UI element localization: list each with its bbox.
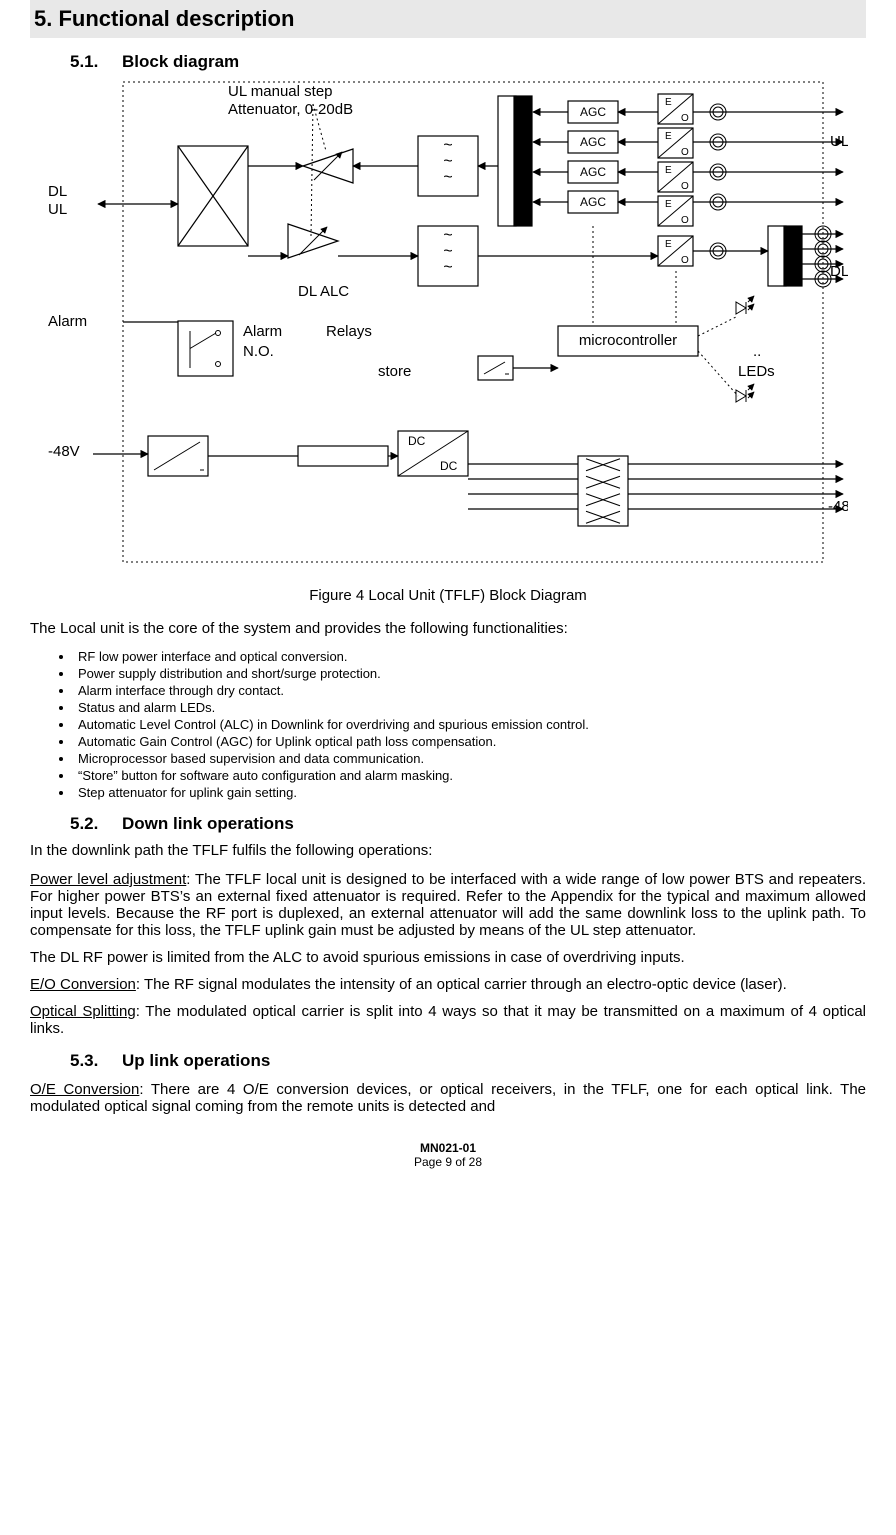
list-item: Automatic Level Control (ALC) in Downlin…: [74, 717, 866, 732]
section-title: 5. Functional description: [34, 6, 294, 31]
document-page: 5. Functional description 5.1. Block dia…: [0, 0, 896, 1189]
svg-text:E: E: [665, 131, 672, 142]
svg-text:DC: DC: [408, 434, 426, 448]
block-diagram: ~~~~~~AGCAGCAGCAGCEOEOEOEOEOmicrocontrol…: [48, 76, 848, 581]
page-footer: MN021-01 Page 9 of 28: [30, 1141, 866, 1169]
svg-text:Alarm: Alarm: [48, 313, 87, 330]
svg-text:UL: UL: [830, 133, 848, 150]
svg-text:microcontroller: microcontroller: [579, 332, 677, 349]
svg-text:LEDs: LEDs: [738, 363, 775, 380]
svg-text:O: O: [681, 113, 689, 124]
svg-text:O: O: [681, 181, 689, 192]
svg-text:UL manual step: UL manual step: [228, 83, 333, 100]
svg-text:Alarm: Alarm: [243, 323, 282, 340]
footer-code: MN021-01: [30, 1141, 866, 1155]
sub52-p4-body: : The modulated optical carrier is split…: [30, 1003, 866, 1037]
subsection-51-number: 5.1.: [70, 52, 98, 71]
svg-text:E: E: [665, 199, 672, 210]
svg-text:~: ~: [443, 227, 452, 244]
block-diagram-svg: ~~~~~~AGCAGCAGCAGCEOEOEOEOEOmicrocontrol…: [48, 76, 848, 576]
sub52-p3-body: : The RF signal modulates the intensity …: [136, 976, 787, 993]
feature-list: RF low power interface and optical conve…: [30, 649, 866, 800]
list-item: Power supply distribution and short/surg…: [74, 666, 866, 681]
list-item: Automatic Gain Control (AGC) for Uplink …: [74, 734, 866, 749]
svg-text:Relays: Relays: [326, 323, 372, 340]
svg-text:~: ~: [443, 169, 452, 186]
svg-text:O: O: [681, 215, 689, 226]
subsection-51-title: 5.1. Block diagram: [70, 52, 866, 72]
sub52-intro: In the downlink path the TFLF fulfils th…: [30, 842, 866, 859]
footer-page: Page 9 of 28: [30, 1155, 866, 1169]
section-name: Functional description: [58, 6, 294, 31]
svg-text:UL: UL: [48, 201, 67, 218]
intro-text: The Local unit is the core of the system…: [30, 620, 866, 637]
svg-text:DL: DL: [48, 183, 67, 200]
list-item: “Store” button for software auto configu…: [74, 768, 866, 783]
sub52-p4: Optical Splitting: The modulated optical…: [30, 1003, 866, 1037]
svg-text:Attenuator, 0-20dB: Attenuator, 0-20dB: [228, 101, 353, 118]
svg-text:AGC: AGC: [580, 135, 606, 149]
sub52-p3-term: E/O Conversion: [30, 976, 136, 993]
svg-text:~: ~: [443, 259, 452, 276]
svg-text:AGC: AGC: [580, 195, 606, 209]
svg-text:~: ~: [443, 137, 452, 154]
svg-text:O: O: [681, 147, 689, 158]
section-header-bar: 5. Functional description: [30, 0, 866, 38]
svg-text:DL: DL: [830, 263, 848, 280]
svg-text:E: E: [665, 97, 672, 108]
subsection-53-title: 5.3. Up link operations: [70, 1051, 866, 1071]
svg-text:E: E: [665, 239, 672, 250]
sub53-p1-body: : There are 4 O/E conversion devices, or…: [30, 1081, 866, 1115]
sub52-p1: Power level adjustment: The TFLF local u…: [30, 871, 866, 939]
svg-text:N.O.: N.O.: [243, 343, 274, 360]
list-item: RF low power interface and optical conve…: [74, 649, 866, 664]
svg-text:E: E: [665, 165, 672, 176]
list-item: Microprocessor based supervision and dat…: [74, 751, 866, 766]
sub53-p1: O/E Conversion: There are 4 O/E conversi…: [30, 1081, 866, 1115]
svg-text:~: ~: [443, 153, 452, 170]
svg-text:-48V: -48V: [48, 443, 80, 460]
list-item: Step attenuator for uplink gain setting.: [74, 785, 866, 800]
svg-text:DC: DC: [440, 459, 458, 473]
svg-text:store: store: [378, 363, 411, 380]
subsection-52-name: Down link operations: [122, 814, 294, 833]
subsection-51-name: Block diagram: [122, 52, 239, 71]
list-item: Alarm interface through dry contact.: [74, 683, 866, 698]
subsection-53-name: Up link operations: [122, 1051, 270, 1070]
svg-text:AGC: AGC: [580, 105, 606, 119]
subsection-52-number: 5.2.: [70, 814, 98, 833]
svg-text:~: ~: [443, 243, 452, 260]
svg-text:DL ALC: DL ALC: [298, 283, 349, 300]
svg-text:..: ..: [753, 343, 761, 360]
list-item: Status and alarm LEDs.: [74, 700, 866, 715]
subsection-53-number: 5.3.: [70, 1051, 98, 1070]
svg-text:O: O: [681, 255, 689, 266]
sub52-p1-term: Power level adjustment: [30, 871, 186, 888]
sub53-p1-term: O/E Conversion: [30, 1081, 139, 1098]
svg-text:-48V: -48V: [828, 498, 848, 515]
section-number: 5.: [34, 6, 52, 31]
sub52-p4-term: Optical Splitting: [30, 1003, 136, 1020]
subsection-52-title: 5.2. Down link operations: [70, 814, 866, 834]
sub52-p2: The DL RF power is limited from the ALC …: [30, 949, 866, 966]
figure-caption: Figure 4 Local Unit (TFLF) Block Diagram: [30, 587, 866, 604]
sub52-p3: E/O Conversion: The RF signal modulates …: [30, 976, 866, 993]
svg-text:AGC: AGC: [580, 165, 606, 179]
